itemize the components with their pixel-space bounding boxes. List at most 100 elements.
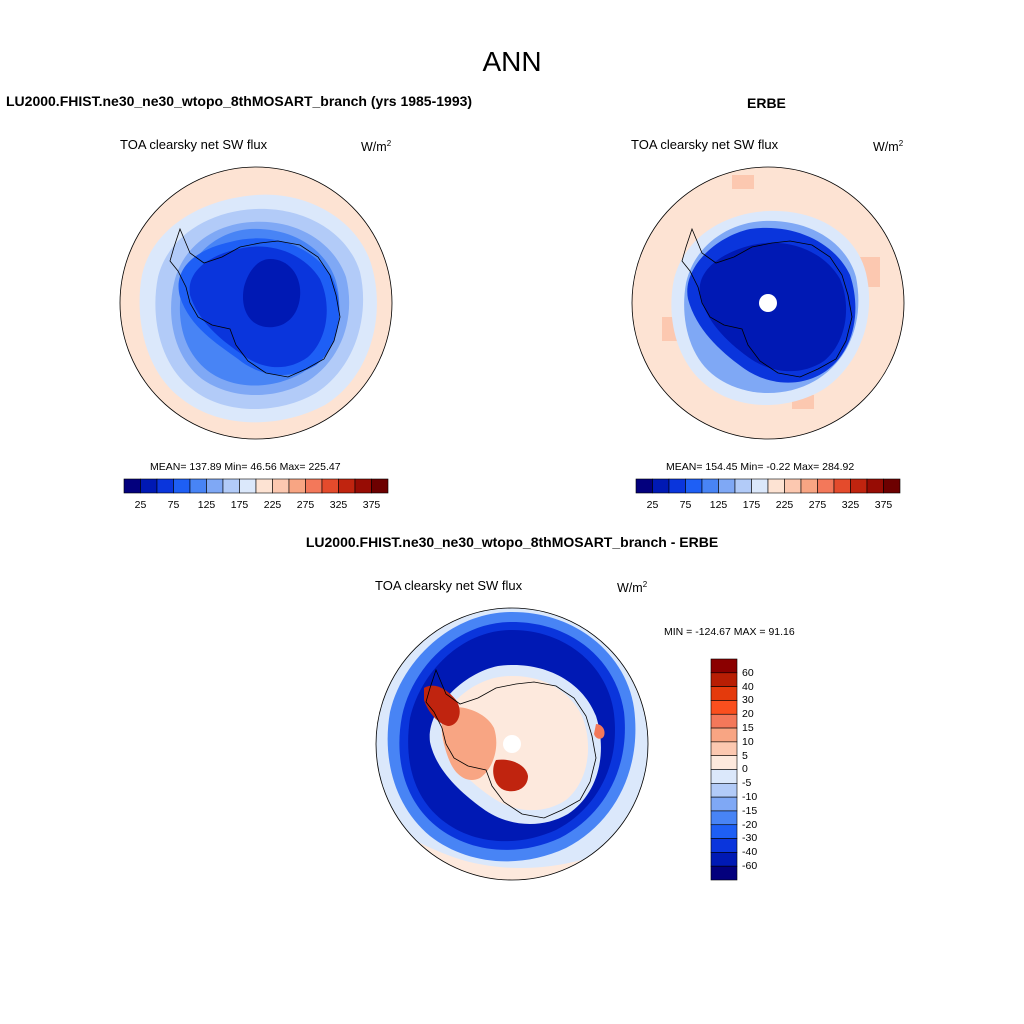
labelbar-label: 125 xyxy=(709,499,728,511)
labelbar-swatch xyxy=(239,478,257,494)
labelbar-label: 15 xyxy=(742,722,754,734)
labelbar-swatch xyxy=(189,478,207,494)
labelbar-swatch xyxy=(710,686,738,701)
labelbar-label: 125 xyxy=(197,499,216,511)
labelbar-swatch xyxy=(767,478,785,494)
labelbar-swatch xyxy=(710,672,738,687)
labelbar-label: 20 xyxy=(742,708,754,721)
labelbar-swatch xyxy=(710,727,738,743)
labelbar-swatch xyxy=(883,478,901,494)
obs-labelbar xyxy=(635,478,901,494)
labelbar-label: 25 xyxy=(646,499,659,511)
obs-panel-stats: MEAN= 154.45 Min= -0.22 Max= 284.92 xyxy=(666,461,855,473)
labelbar-label: 60 xyxy=(742,666,754,679)
diff-panel-subtitle: TOA clearsky net SW flux xyxy=(375,578,523,593)
labelbar-swatch xyxy=(701,478,719,494)
labelbar-swatch xyxy=(866,478,884,494)
labelbar-swatch xyxy=(817,478,835,494)
labelbar-swatch xyxy=(305,478,323,494)
labelbar-swatch xyxy=(635,478,653,494)
labelbar-swatch xyxy=(710,852,738,867)
labelbar-swatch xyxy=(710,658,738,674)
labelbar-label: 0 xyxy=(742,763,748,776)
labelbar-swatch xyxy=(156,478,174,494)
labelbar-swatch xyxy=(338,478,356,494)
obs-panel-title: ERBE xyxy=(747,95,786,111)
diff-labelbar xyxy=(710,658,738,881)
labelbar-label: 30 xyxy=(742,694,754,707)
labelbar-swatch xyxy=(321,478,339,494)
obs-panel-units: W/m2 xyxy=(873,139,904,155)
labelbar-label: 375 xyxy=(874,499,893,511)
labelbar-swatch xyxy=(123,478,141,494)
labelbar-swatch xyxy=(222,478,240,494)
labelbar-swatch xyxy=(255,478,273,494)
model-panel-stats: MEAN= 137.89 Min= 46.56 Max= 225.47 xyxy=(150,461,341,473)
model-labelbar xyxy=(123,478,389,494)
model-panel-subtitle: TOA clearsky net SW flux xyxy=(120,137,268,152)
labelbar-label: 175 xyxy=(742,499,761,511)
labelbar-label: 375 xyxy=(362,499,381,511)
labelbar-label: -40 xyxy=(742,846,758,859)
labelbar-swatch xyxy=(751,478,769,494)
labelbar-swatch xyxy=(710,838,738,853)
obs-panel-subtitle: TOA clearsky net SW flux xyxy=(631,137,779,152)
labelbar-swatch xyxy=(710,700,738,715)
model-labelbar-labels: 25 75 125 175 225 275 325 375 xyxy=(124,499,388,513)
labelbar-label: 75 xyxy=(679,499,692,511)
labelbar-label: 225 xyxy=(263,499,282,511)
labelbar-swatch xyxy=(800,478,818,494)
diff-panel-title: LU2000.FHIST.ne30_ne30_wtopo_8thMOSART_b… xyxy=(305,534,719,550)
labelbar-swatch xyxy=(272,478,290,494)
labelbar-swatch xyxy=(734,478,752,494)
labelbar-swatch xyxy=(710,769,738,784)
labelbar-swatch xyxy=(833,478,851,494)
labelbar-swatch xyxy=(710,713,738,729)
labelbar-label: -15 xyxy=(742,804,758,817)
labelbar-swatch xyxy=(710,810,738,826)
obs-polar-map xyxy=(631,166,905,440)
labelbar-label: 25 xyxy=(134,499,147,511)
labelbar-label: 10 xyxy=(742,735,754,748)
labelbar-label: 175 xyxy=(230,499,249,511)
model-polar-map xyxy=(119,166,393,440)
diff-panel-stats: MIN = -124.67 MAX = 91.16 xyxy=(664,626,795,638)
labelbar-label: -30 xyxy=(742,832,758,845)
labelbar-swatch xyxy=(668,478,686,494)
labelbar-swatch xyxy=(710,824,738,839)
labelbar-label: 325 xyxy=(841,499,860,511)
labelbar-swatch xyxy=(710,783,738,798)
figure-title: ANN xyxy=(482,46,542,77)
labelbar-swatch xyxy=(710,796,738,812)
labelbar-swatch xyxy=(354,478,372,494)
diff-labelbar-labels: 60 40 30 20 15 10 5 0 -5 -10 -15 -20 -30… xyxy=(742,659,782,880)
labelbar-swatch xyxy=(710,741,738,756)
labelbar-swatch xyxy=(850,478,868,494)
labelbar-swatch xyxy=(288,478,306,494)
diff-panel-units: W/m2 xyxy=(617,580,648,596)
labelbar-label: 40 xyxy=(742,680,754,693)
model-panel-units: W/m2 xyxy=(361,139,392,155)
labelbar-label: -60 xyxy=(742,860,758,872)
model-panel-title: LU2000.FHIST.ne30_ne30_wtopo_8thMOSART_b… xyxy=(6,93,473,109)
obs-labelbar-labels: 25 75 125 175 225 275 325 375 xyxy=(636,499,900,513)
labelbar-label: 325 xyxy=(329,499,348,511)
labelbar-label: 5 xyxy=(742,749,748,762)
labelbar-swatch xyxy=(140,478,158,494)
labelbar-swatch xyxy=(371,478,389,494)
labelbar-swatch xyxy=(710,755,738,770)
labelbar-label: 275 xyxy=(808,499,827,511)
labelbar-swatch xyxy=(685,478,703,494)
labelbar-swatch xyxy=(173,478,191,494)
labelbar-swatch xyxy=(784,478,802,494)
labelbar-swatch xyxy=(206,478,224,494)
labelbar-swatch xyxy=(710,865,738,881)
labelbar-label: -10 xyxy=(742,791,758,803)
labelbar-swatch xyxy=(652,478,670,494)
diff-polar-map xyxy=(375,607,649,881)
labelbar-label: 275 xyxy=(296,499,315,511)
labelbar-swatch xyxy=(718,478,736,494)
labelbar-label: 225 xyxy=(775,499,794,511)
labelbar-label: -20 xyxy=(742,818,758,831)
labelbar-label: -5 xyxy=(742,777,752,790)
